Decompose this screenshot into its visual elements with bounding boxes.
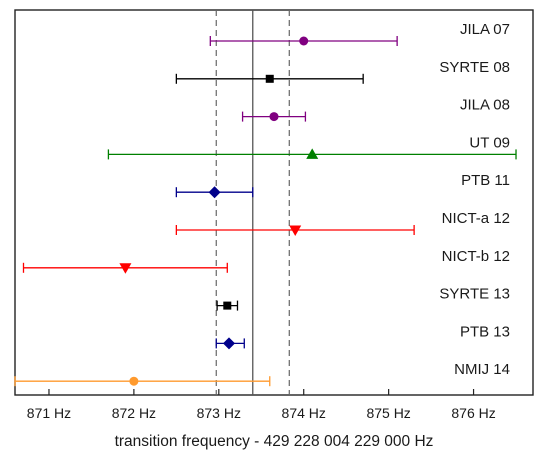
marker-square [223, 301, 232, 310]
point-label: UT 09 [469, 134, 510, 151]
plot-frame [14, 9, 534, 396]
point-label: NICT-a 12 [442, 210, 510, 227]
marker-circle [299, 36, 309, 46]
marker-circle [129, 376, 139, 386]
x-axis: 871 Hz 872 Hz 873 Hz 874 Hz 875 Hz 876 Hz [27, 389, 496, 421]
data-point-nmij-14 [14, 376, 271, 387]
data-point-jila-07 [209, 36, 398, 46]
x-axis-label: transition frequency - 429 228 004 229 0… [115, 433, 434, 450]
data-point-syrte-08 [175, 73, 364, 84]
data-point-jila-08 [241, 111, 307, 122]
data-point-ptb-13 [215, 337, 245, 350]
point-label: PTB 13 [460, 323, 510, 340]
x-tick-label: 871 Hz [27, 405, 71, 421]
point-label: JILA 07 [460, 21, 510, 38]
marker-triangle-down [289, 225, 302, 236]
point-label: SYRTE 08 [439, 59, 510, 76]
marker-circle [269, 112, 279, 122]
point-label: SYRTE 13 [439, 286, 510, 303]
marker-diamond [222, 337, 235, 350]
data-point-syrte-13 [216, 300, 239, 311]
data-point-ptb-11 [175, 186, 254, 199]
data-point-nict-b-12 [22, 262, 228, 274]
marker-triangle-up [306, 148, 319, 159]
marker-triangle-down [119, 263, 132, 274]
point-label: NICT-b 12 [442, 248, 510, 265]
point-label: NMIJ 14 [454, 361, 510, 378]
marker-square [265, 74, 274, 83]
x-tick-label: 876 Hz [451, 405, 495, 421]
reference-lines [215, 10, 290, 395]
x-tick-label: 873 Hz [197, 405, 241, 421]
data-point-ut-09 [107, 148, 517, 160]
marker-diamond [208, 186, 221, 199]
point-label: PTB 11 [461, 172, 510, 189]
data-points [14, 36, 517, 387]
x-tick-label: 872 Hz [112, 405, 156, 421]
x-tick-label: 875 Hz [366, 405, 410, 421]
point-labels: JILA 07 SYRTE 08 JILA 08 UT 09 PTB 11 NICT-a … [439, 21, 510, 378]
point-label: JILA 08 [460, 97, 510, 114]
data-point-nict-a-12 [175, 225, 415, 236]
x-tick-label: 874 Hz [282, 405, 326, 421]
